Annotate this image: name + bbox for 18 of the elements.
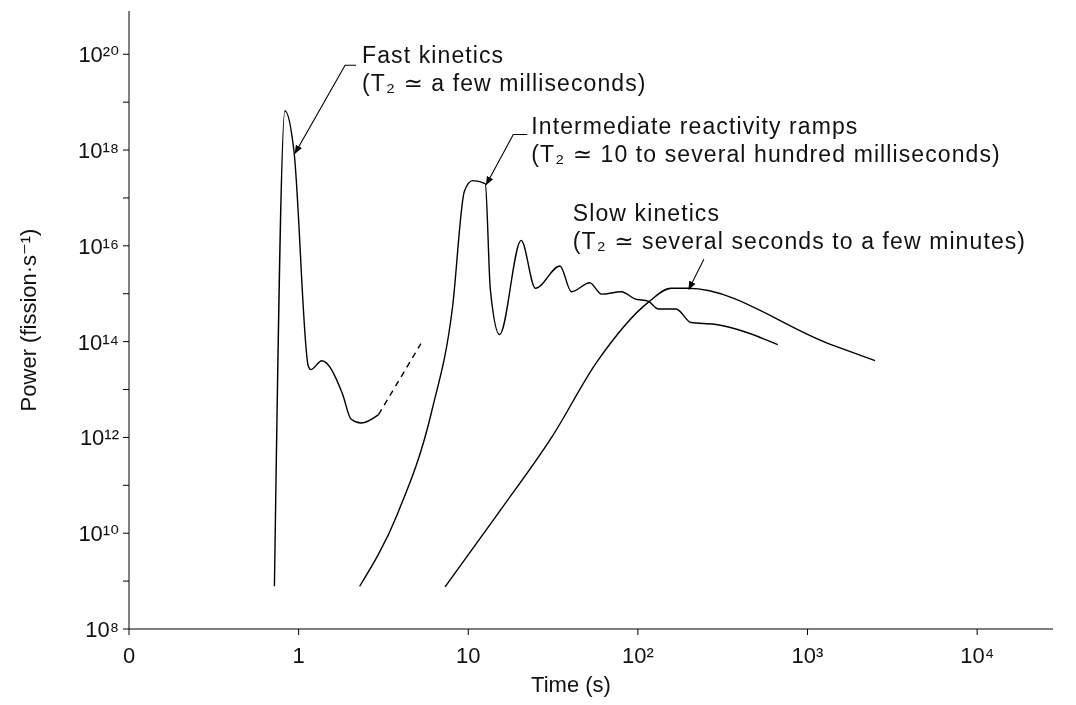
x-tick-label: 1 [292,643,305,668]
x-axis-title: Time (s) [531,672,611,697]
annotation: Intermediate reactivity ramps (T₂ ≃ 10 to several hundred milliseconds) [531,112,1001,167]
y-tick-label: 10¹⁰ [78,521,120,547]
annotation: Slow kinetics (T₂ ≃ several seconds to a few minutes) [572,200,1027,255]
y-tick-label: 10⁸ [85,617,119,642]
annotation: Fast kinetics (T₂ ≃ a few milliseconds) [362,42,647,97]
y-tick-label: 10¹⁸ [77,138,119,164]
y-tick-label: 10¹⁴ [77,329,119,355]
y-tick-label: 10¹² [79,425,119,451]
x-tick-label: 10³ [791,643,824,668]
y-tick-label: 10²⁰ [78,42,120,68]
x-tick-label: 10 [456,643,481,668]
x-tick-label: 10² [621,643,654,668]
y-axis-title: Power (fission·s⁻¹) [16,228,41,412]
x-tick-label: 10⁴ [960,643,995,668]
y-tick-label: 10¹⁶ [78,233,119,259]
x-tick-label: 0 [122,643,136,668]
